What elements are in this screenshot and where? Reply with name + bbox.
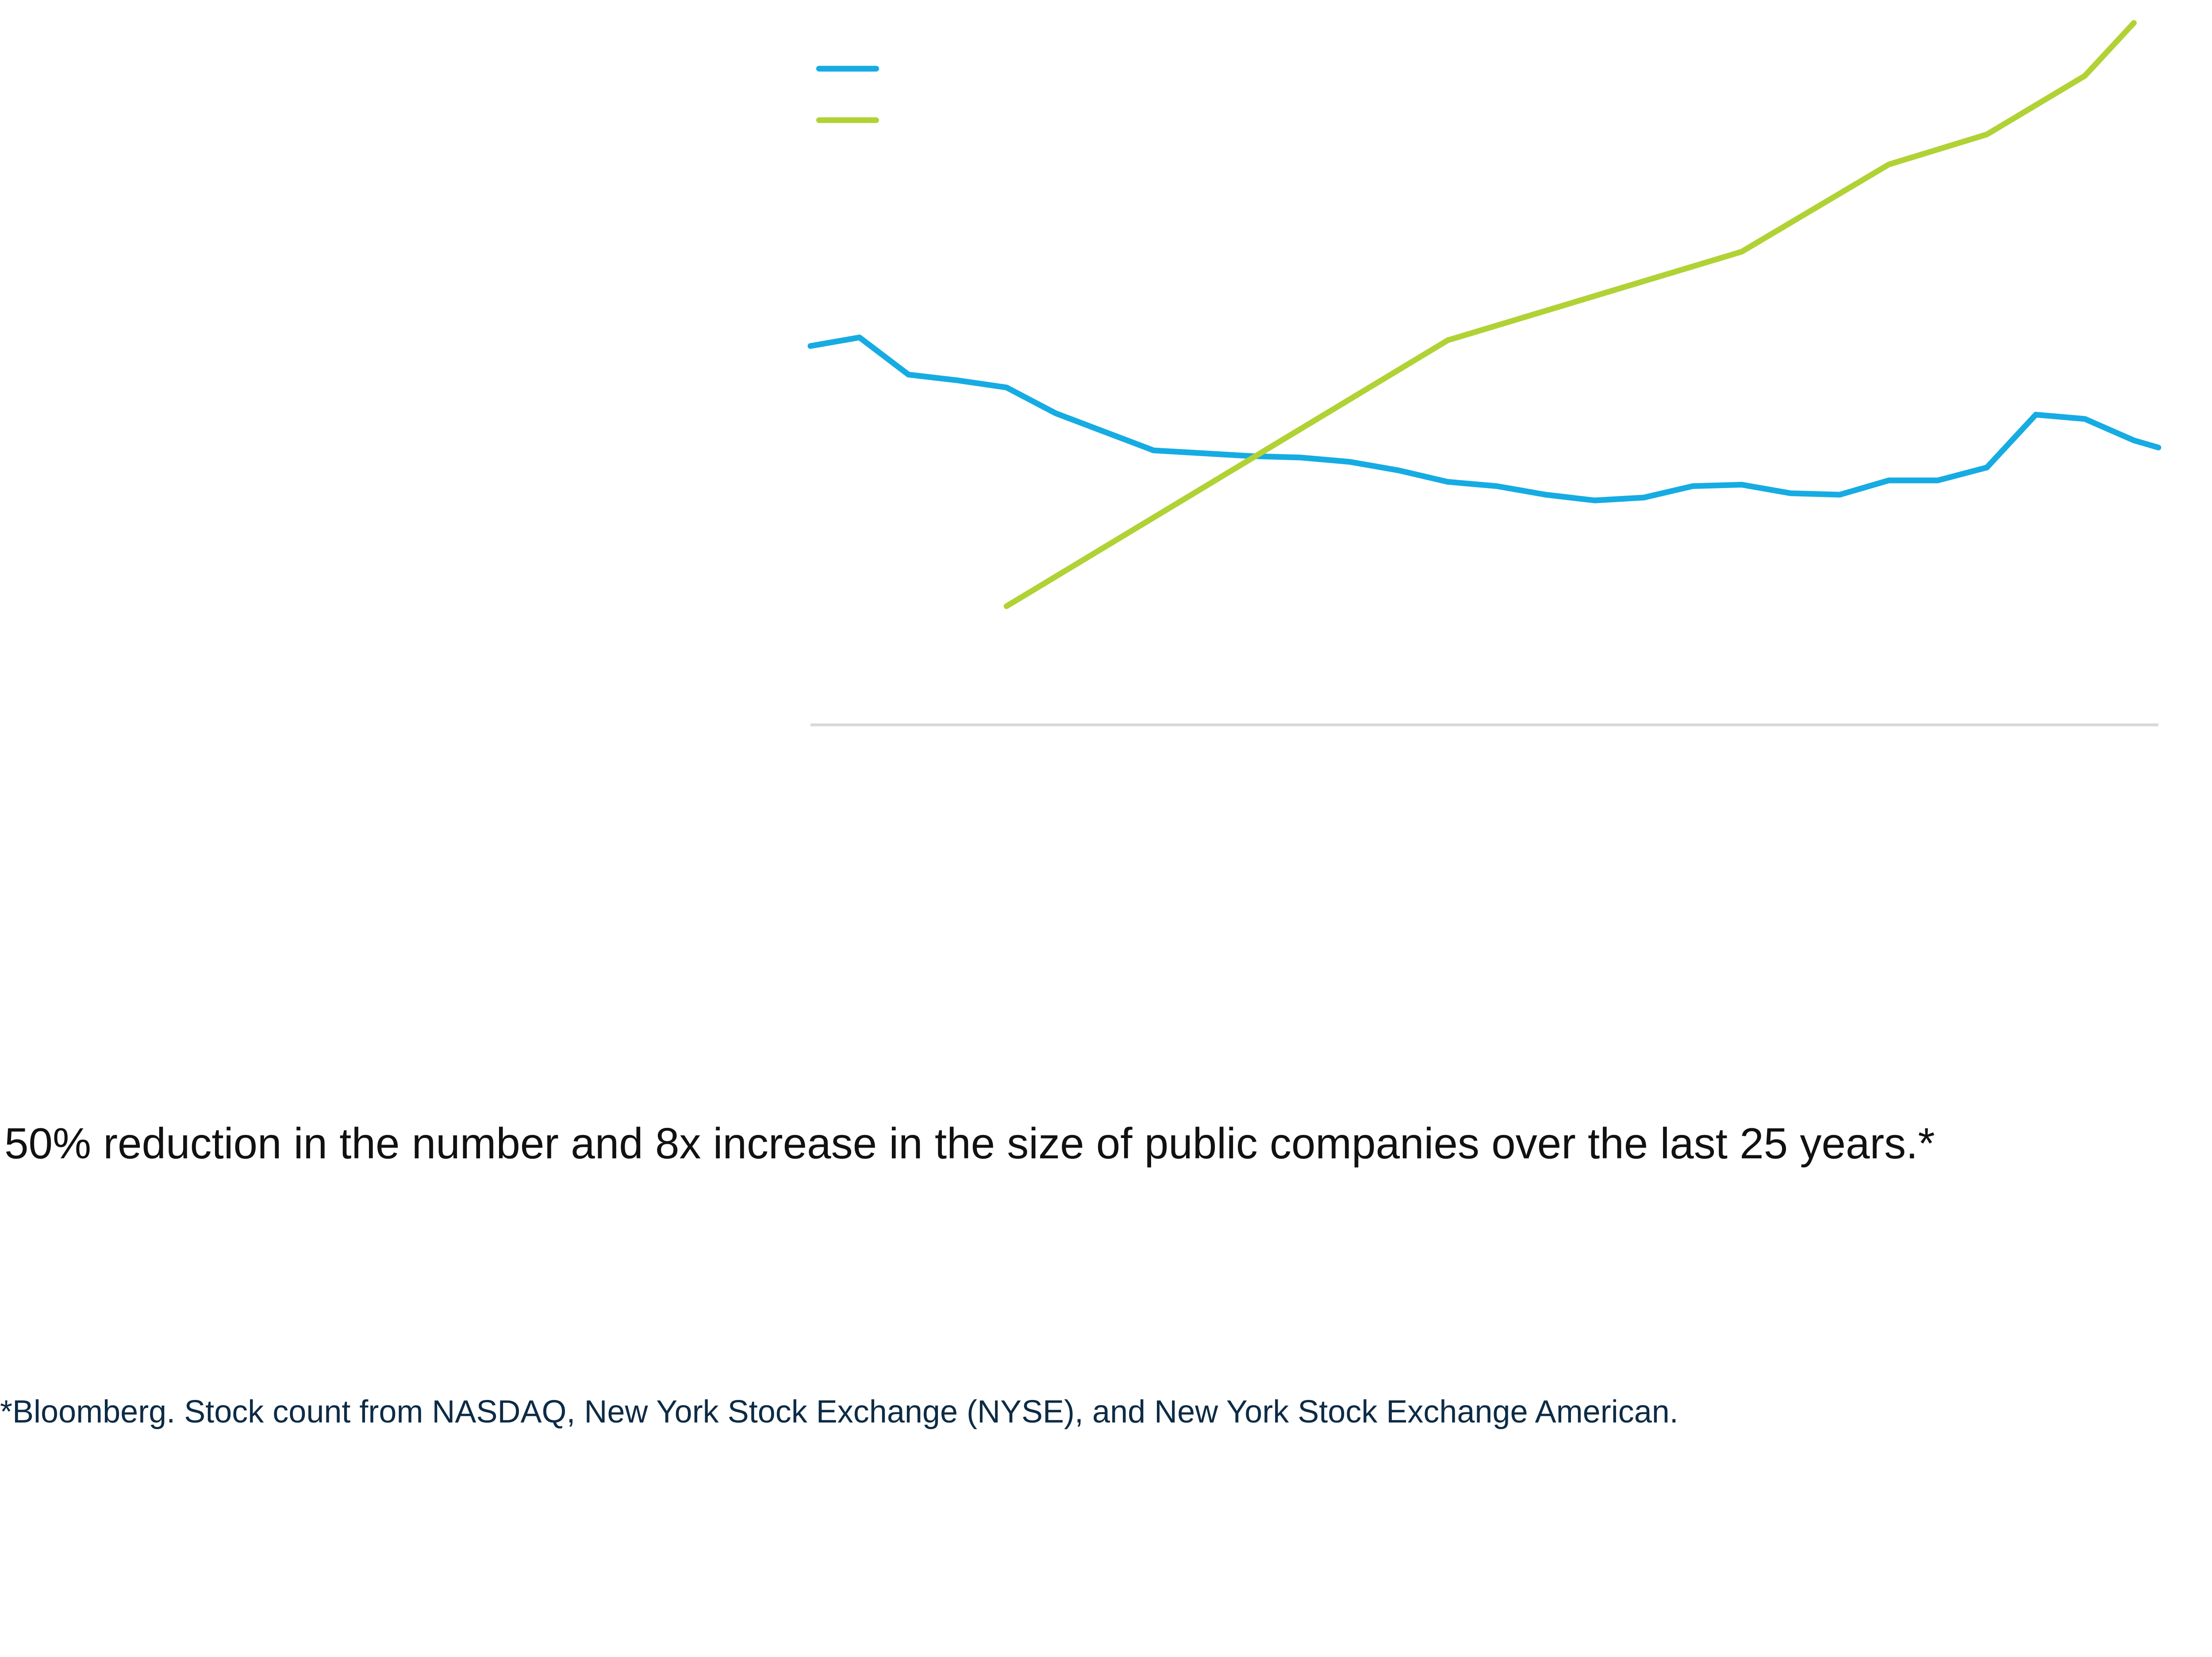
footnote: *Bloomberg. Stock count from NASDAQ, New… — [0, 1394, 1678, 1430]
series-line-2 — [1003, 20, 2137, 609]
series-line-1 — [807, 334, 2162, 504]
headline: 50% reduction in the number and 8x incre… — [4, 1119, 1935, 1168]
